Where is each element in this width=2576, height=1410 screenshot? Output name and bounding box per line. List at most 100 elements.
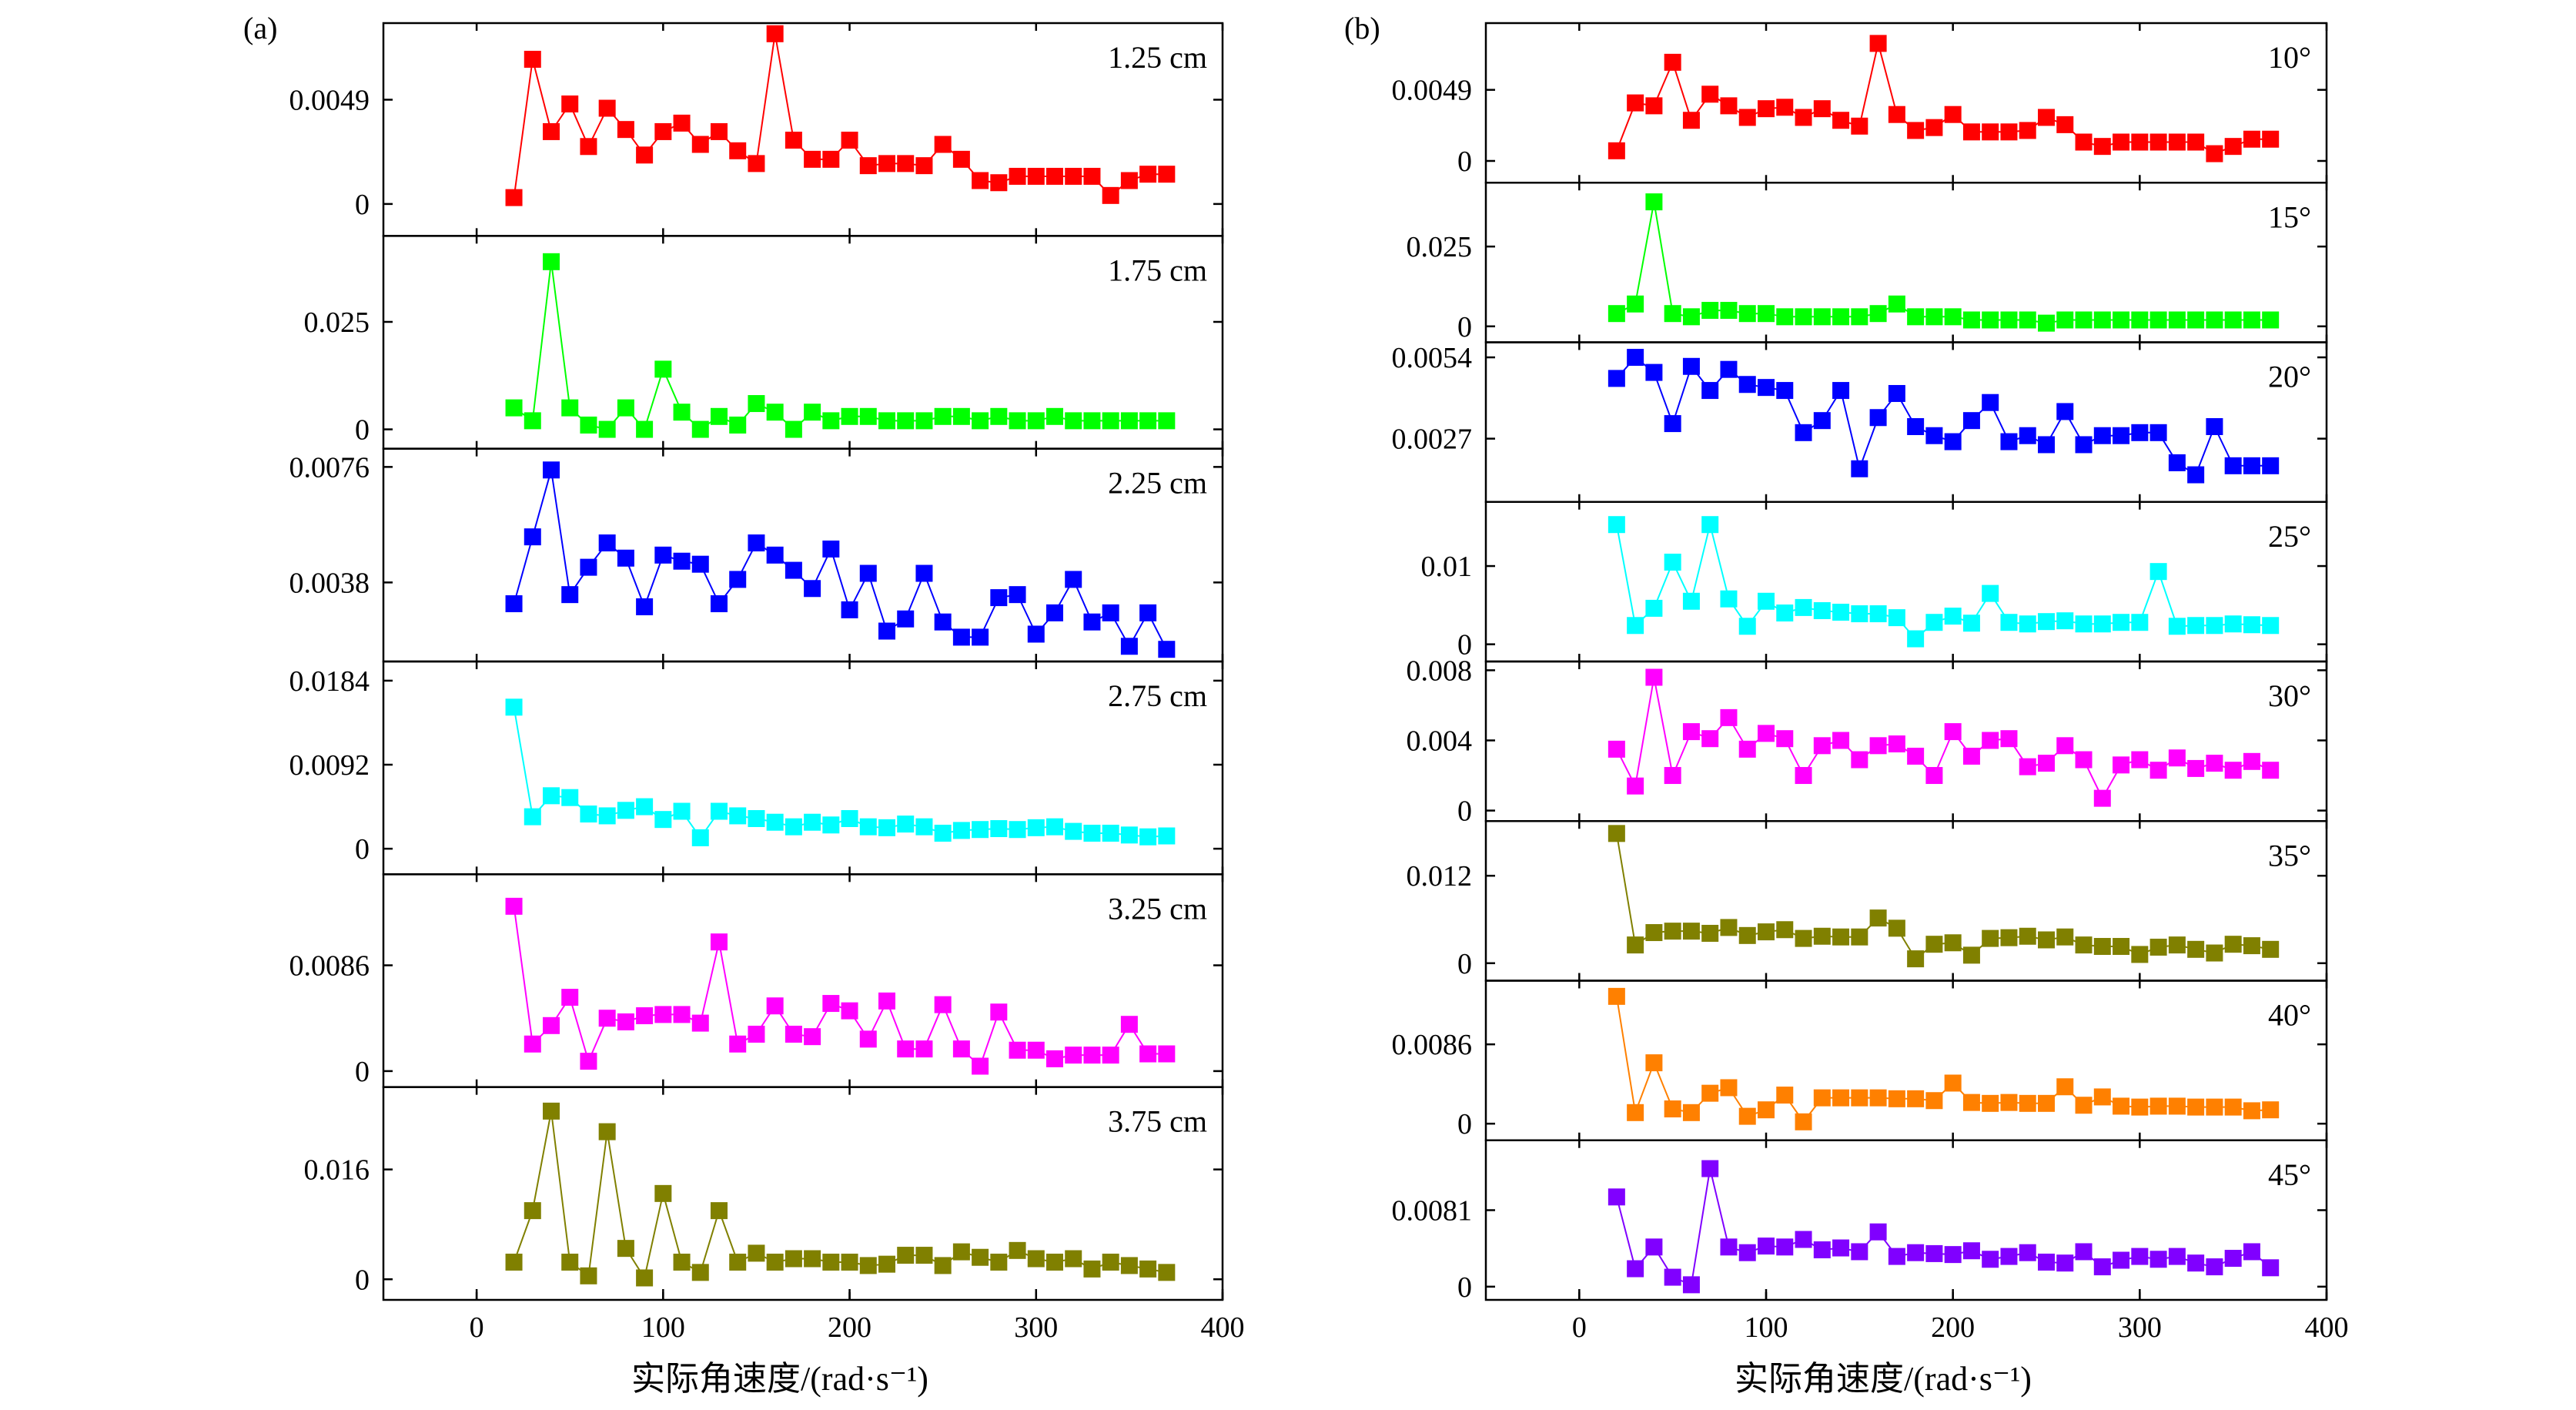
data-point — [2000, 730, 2018, 748]
data-point — [2019, 927, 2036, 945]
data-point — [2113, 756, 2130, 774]
data-point — [561, 1253, 579, 1271]
x-tick-label: 400 — [1201, 1311, 1245, 1344]
data-point — [1758, 1238, 1775, 1255]
data-point — [2093, 311, 2111, 329]
data-point — [897, 1247, 915, 1264]
data-point — [1944, 934, 1962, 952]
data-point — [2131, 946, 2149, 963]
data-point — [1832, 603, 1850, 621]
data-point — [561, 95, 579, 113]
series-annotation: 45° — [2268, 1157, 2311, 1192]
data-point — [934, 136, 952, 153]
data-point — [1027, 819, 1045, 836]
data-point — [1720, 97, 1738, 115]
data-point — [617, 399, 634, 417]
data-point — [1102, 604, 1119, 621]
data-point — [2224, 1250, 2242, 1268]
data-point — [1607, 305, 1625, 323]
data-point — [711, 407, 728, 425]
data-point — [822, 816, 840, 834]
data-point — [972, 172, 989, 189]
y-tick-label: 0.0076 — [289, 451, 370, 484]
data-point — [1120, 172, 1138, 189]
data-point — [1795, 1231, 1812, 1248]
series-line-a-3 — [513, 470, 1168, 650]
series-annotation: 3.75 cm — [1108, 1104, 1207, 1139]
subplot-b-2: 0 0.025 15° — [1407, 182, 2328, 343]
data-point — [673, 404, 691, 421]
data-point — [1776, 1238, 1794, 1256]
data-point — [1813, 1241, 1831, 1259]
data-point — [1701, 1160, 1719, 1177]
data-point — [1776, 1087, 1794, 1104]
data-point — [2075, 615, 2093, 633]
data-point — [1027, 625, 1045, 643]
data-point — [1962, 311, 1980, 329]
data-point — [990, 820, 1008, 838]
x-axis-label: 实际角速度/(rad·s⁻¹) — [631, 1360, 928, 1398]
data-point — [1009, 412, 1026, 430]
data-point — [915, 1247, 933, 1264]
data-point — [524, 1202, 541, 1220]
data-point — [729, 142, 747, 159]
data-point — [505, 189, 523, 206]
data-point — [1962, 946, 1980, 964]
data-point — [524, 808, 541, 826]
data-point — [2262, 457, 2280, 474]
data-point — [1120, 826, 1138, 844]
data-point — [711, 933, 728, 951]
data-point — [1907, 630, 1925, 648]
data-point — [1795, 308, 1812, 326]
y-tick-label: 0 — [355, 1056, 370, 1088]
data-point — [1607, 1188, 1625, 1206]
data-point — [785, 1250, 802, 1268]
data-point — [1776, 308, 1794, 326]
data-point — [878, 622, 895, 640]
data-point — [766, 997, 784, 1015]
y-tick-label: 0 — [1457, 1108, 1472, 1140]
data-point — [2206, 755, 2223, 772]
data-point — [1962, 123, 1980, 141]
data-point — [524, 50, 541, 68]
data-point — [2206, 1258, 2223, 1276]
data-point — [1851, 460, 1868, 477]
subplot-b-5: 0 0.004 0.008 30° — [1407, 655, 2328, 828]
y-tick-label: 0.0049 — [289, 84, 370, 116]
data-point — [1982, 1251, 1999, 1268]
data-point — [2224, 311, 2242, 329]
data-point — [2187, 1254, 2205, 1272]
data-point — [1645, 97, 1663, 115]
data-point — [561, 789, 579, 806]
data-point — [1046, 1050, 1063, 1067]
data-point — [804, 813, 821, 831]
data-point — [1776, 605, 1794, 622]
data-point — [748, 155, 765, 172]
data-point — [1083, 1260, 1101, 1278]
data-point — [1851, 308, 1868, 326]
data-point — [1046, 167, 1063, 185]
data-point — [878, 819, 895, 836]
data-point — [654, 122, 672, 140]
data-point — [1738, 740, 1756, 758]
data-point — [1925, 308, 1943, 326]
y-tick-label: 0 — [1457, 629, 1472, 661]
y-tick-label: 0 — [1457, 795, 1472, 828]
data-point — [2243, 130, 2260, 148]
data-point — [2168, 133, 2186, 151]
y-tick-label: 0.0027 — [1392, 424, 1473, 456]
data-point — [972, 628, 989, 646]
data-point — [580, 558, 597, 576]
data-point — [1120, 638, 1138, 655]
data-point — [1758, 305, 1775, 323]
data-point — [2149, 424, 2167, 441]
data-point — [2224, 138, 2242, 156]
subplot-frame — [1484, 1139, 2328, 1301]
data-point — [2038, 314, 2055, 332]
data-point — [2262, 130, 2280, 148]
data-point — [1907, 122, 1925, 139]
x-axis-label: 实际角速度/(rad·s⁻¹) — [1735, 1360, 2032, 1398]
data-point — [1701, 1084, 1719, 1102]
data-point — [1962, 412, 1980, 430]
data-point — [1139, 166, 1157, 183]
